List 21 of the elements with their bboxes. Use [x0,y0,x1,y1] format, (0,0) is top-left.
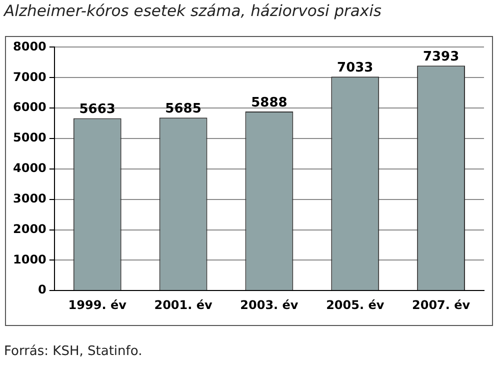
data-label: 5685 [165,102,202,117]
x-tick-label: 2007. év [412,298,470,312]
data-label: 5663 [79,102,116,118]
data-label: 7033 [337,60,374,76]
y-tick-label: 2000 [12,222,46,236]
y-tick-label: 3000 [12,191,46,206]
y-tick-label: 8000 [12,39,46,54]
y-tick-label: 1000 [12,252,46,266]
x-tick-label: 1999. év [68,298,127,312]
x-tick-label: 2003. év [240,298,298,312]
chart-title: Alzheimer-kóros esetek száma, háziorvosi praxis [4,2,382,20]
y-tick-label: 5000 [12,130,46,145]
data-label: 5888 [251,95,288,110]
text: Forrás: KSH, Statinfo. [4,344,142,359]
x-tick-label: 2001. év [154,298,212,312]
y-tick-label: 4000 [12,161,46,176]
data-label: 7393 [422,50,460,65]
x-tick-label: 2005. év [326,298,384,312]
y-tick-label: 7000 [12,70,46,84]
y-tick-label: 0 [38,282,46,297]
y-tick-label: 6000 [12,100,46,114]
